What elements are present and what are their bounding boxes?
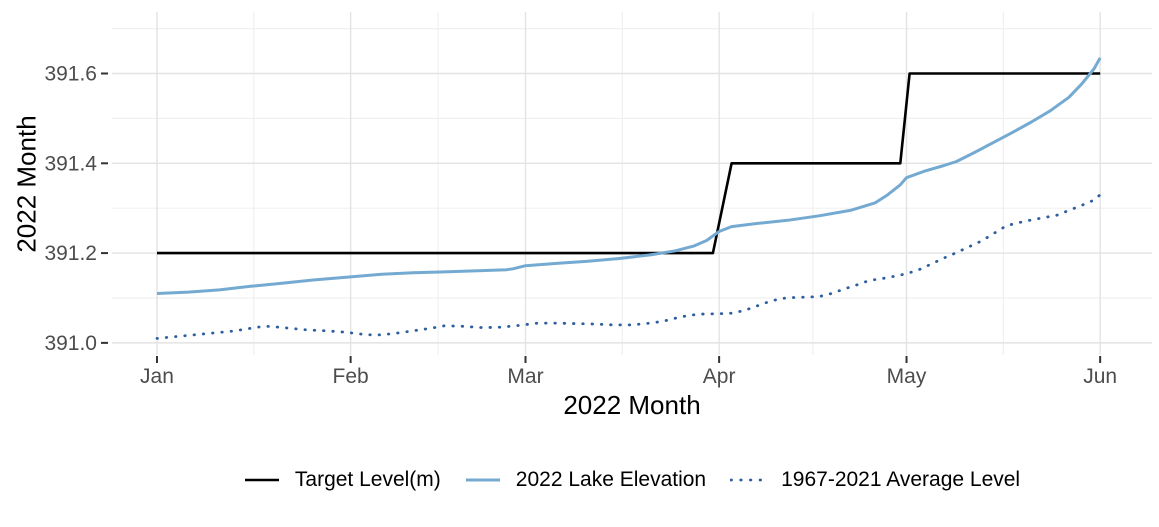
legend-label-1967-2021-average: 1967-2021 Average Level (781, 468, 1021, 491)
x-tick-label: May (887, 365, 927, 388)
legend-item-1967-2021-average: 1967-2021 Average Level (730, 468, 1020, 492)
legend-item-target-level: Target Level(m) (244, 468, 441, 492)
y-axis-title: 2022 Month (11, 115, 42, 253)
x-tick-label: Apr (703, 365, 736, 388)
x-tick-label: Jan (140, 365, 174, 388)
series-line-target-level-m (157, 72, 1101, 255)
lake-elevation-line-swatch-icon (465, 478, 500, 482)
average-level-dotted-swatch-icon (730, 478, 767, 482)
legend: Target Level(m) 2022 Lake Elevation 1967… (112, 462, 1152, 498)
y-tick-label: 391.4 (44, 152, 97, 175)
x-tick-label: Mar (507, 365, 543, 388)
series-line-1967-2021-average-level (155, 193, 1102, 340)
x-tick-label: Feb (333, 365, 369, 388)
legend-label-2022-lake-elevation: 2022 Lake Elevation (515, 468, 707, 491)
y-tick-label: 391.6 (44, 63, 97, 86)
y-tick-label: 391.0 (44, 332, 97, 355)
y-tick-label: 391.2 (44, 242, 97, 265)
series-line-2022-lake-elevation (156, 57, 1102, 295)
legend-item-2022-lake-elevation: 2022 Lake Elevation (465, 468, 706, 492)
x-axis-title: 2022 Month (563, 390, 701, 420)
x-tick-label: Jun (1083, 365, 1117, 388)
legend-label-target-level: Target Level(m) (294, 468, 441, 491)
target-level-line-swatch-icon (244, 478, 279, 482)
